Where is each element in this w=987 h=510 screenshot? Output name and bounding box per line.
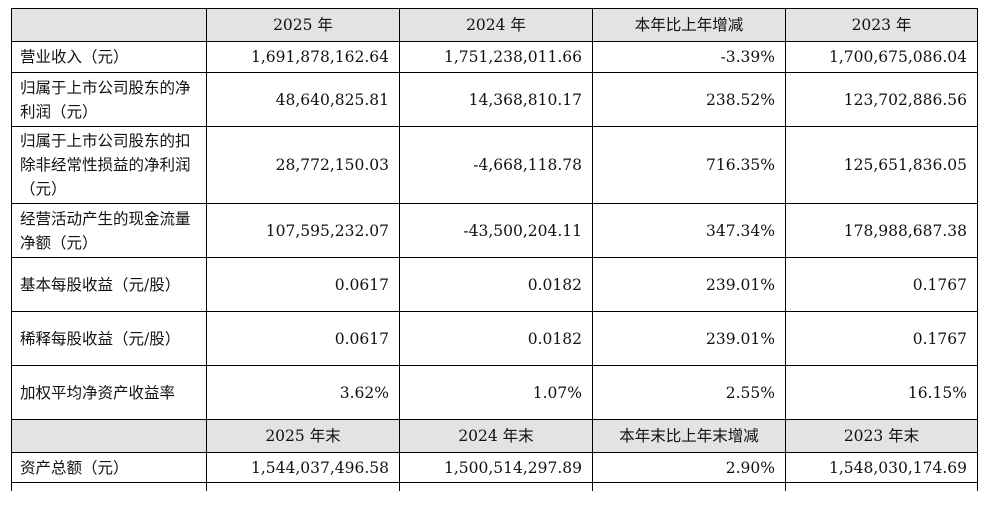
row-label: 归属于上市公司股东的扣除非经常性损益的净利润（元） — [11, 126, 207, 204]
row-label: 基本每股收益（元/股） — [11, 257, 207, 312]
cell-2023: 125,651,836.05 — [785, 126, 978, 204]
cell-2024: 0.0182 — [399, 257, 593, 312]
cell-2024: 1,500,514,297.89 — [399, 452, 593, 483]
table-row: 稀释每股收益（元/股） 0.0617 0.0182 239.01% 0.1767 — [11, 311, 978, 366]
table-row-cutoff — [11, 482, 978, 491]
cutoff-cell — [206, 482, 400, 491]
header-2023-end: 2023 年末 — [785, 419, 978, 453]
header-2025: 2025 年 — [206, 8, 400, 42]
cutoff-cell — [11, 482, 207, 491]
cell-2025: 48,640,825.81 — [206, 72, 400, 127]
cell-2023: 0.1767 — [785, 257, 978, 312]
cell-2024: 0.0182 — [399, 311, 593, 366]
cell-2023: 178,988,687.38 — [785, 203, 978, 258]
row-label: 营业收入（元） — [11, 41, 207, 73]
cell-2024: 1.07% — [399, 365, 593, 420]
cell-2025: 28,772,150.03 — [206, 126, 400, 204]
cell-2025: 0.0617 — [206, 311, 400, 366]
cell-2025: 3.62% — [206, 365, 400, 420]
cell-2023: 1,700,675,086.04 — [785, 41, 978, 73]
row-label: 稀释每股收益（元/股） — [11, 311, 207, 366]
cutoff-cell — [399, 482, 593, 491]
cell-change: 347.34% — [592, 203, 786, 258]
table-row: 归属于上市公司股东的扣除非经常性损益的净利润（元） 28,772,150.03 … — [11, 126, 978, 204]
header-2024: 2024 年 — [399, 8, 593, 42]
table-row: 加权平均净资产收益率 3.62% 1.07% 2.55% 16.15% — [11, 365, 978, 420]
header-2025-end: 2025 年末 — [206, 419, 400, 453]
table-row: 经营活动产生的现金流量净额（元） 107,595,232.07 -43,500,… — [11, 203, 978, 258]
header-row-yearend: 2025 年末 2024 年末 本年末比上年末增减 2023 年末 — [11, 419, 978, 453]
cell-change: 716.35% — [592, 126, 786, 204]
cell-2024: 1,751,238,011.66 — [399, 41, 593, 73]
cell-2023: 16.15% — [785, 365, 978, 420]
header-2024-end: 2024 年末 — [399, 419, 593, 453]
table-row: 基本每股收益（元/股） 0.0617 0.0182 239.01% 0.1767 — [11, 257, 978, 312]
cell-2024: -43,500,204.11 — [399, 203, 593, 258]
header-corner — [11, 8, 207, 42]
table-row: 资产总额（元） 1,544,037,496.58 1,500,514,297.8… — [11, 452, 978, 483]
cell-2025: 0.0617 — [206, 257, 400, 312]
cell-change: 239.01% — [592, 311, 786, 366]
cell-2025: 1,544,037,496.58 — [206, 452, 400, 483]
header-row-annual: 2025 年 2024 年 本年比上年增减 2023 年 — [11, 8, 978, 42]
cell-change: 239.01% — [592, 257, 786, 312]
row-label: 加权平均净资产收益率 — [11, 365, 207, 420]
header-change: 本年比上年增减 — [592, 8, 786, 42]
row-label: 经营活动产生的现金流量净额（元） — [11, 203, 207, 258]
cell-change: 238.52% — [592, 72, 786, 127]
header-2023: 2023 年 — [785, 8, 978, 42]
cell-2024: 14,368,810.17 — [399, 72, 593, 127]
financial-summary-table: 2025 年 2024 年 本年比上年增减 2023 年 营业收入（元） 1,6… — [11, 8, 978, 491]
cell-2023: 123,702,886.56 — [785, 72, 978, 127]
cell-change: 2.55% — [592, 365, 786, 420]
cutoff-cell — [785, 482, 978, 491]
cell-2023: 1,548,030,174.69 — [785, 452, 978, 483]
cell-2025: 1,691,878,162.64 — [206, 41, 400, 73]
header-change-end: 本年末比上年末增减 — [592, 419, 786, 453]
header-corner — [11, 419, 207, 453]
row-label: 归属于上市公司股东的净利润（元） — [11, 72, 207, 127]
table-row: 归属于上市公司股东的净利润（元） 48,640,825.81 14,368,81… — [11, 72, 978, 127]
cell-change: 2.90% — [592, 452, 786, 483]
financial-summary-table-container: 2025 年 2024 年 本年比上年增减 2023 年 营业收入（元） 1,6… — [11, 8, 978, 491]
cell-2024: -4,668,118.78 — [399, 126, 593, 204]
cell-change: -3.39% — [592, 41, 786, 73]
cell-2025: 107,595,232.07 — [206, 203, 400, 258]
cutoff-cell — [592, 482, 786, 491]
table-row: 营业收入（元） 1,691,878,162.64 1,751,238,011.6… — [11, 41, 978, 73]
cell-2023: 0.1767 — [785, 311, 978, 366]
row-label: 资产总额（元） — [11, 452, 207, 483]
